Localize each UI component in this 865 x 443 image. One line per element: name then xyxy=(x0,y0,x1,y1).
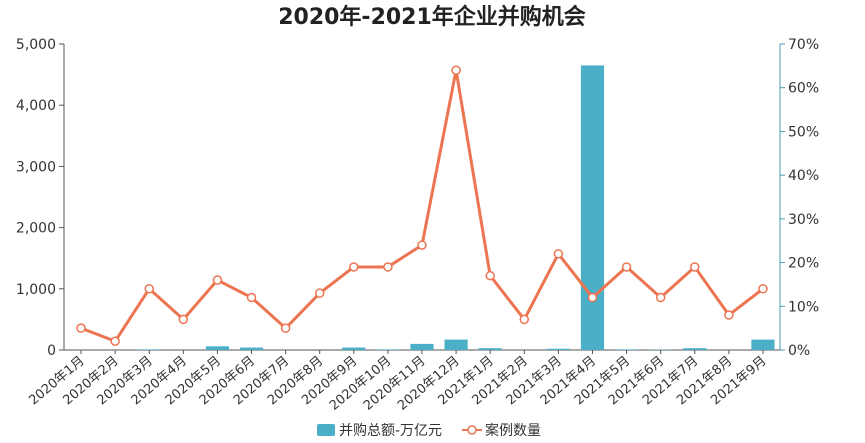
bar xyxy=(546,348,570,350)
axes: 0 1,000 2,000 3,000 4,000 5,000 0% 10% 20% 30% 40%… xyxy=(16,37,819,359)
y-left-tick-label: 0 xyxy=(47,343,56,359)
y-right-tick-label: 0% xyxy=(788,343,810,359)
bar xyxy=(410,343,434,350)
bar xyxy=(137,349,161,350)
line-series xyxy=(76,65,768,347)
line-point xyxy=(724,310,734,320)
bar xyxy=(205,346,230,350)
line-point xyxy=(485,270,495,281)
bar xyxy=(751,339,775,350)
bar xyxy=(614,349,639,350)
line-point xyxy=(417,240,427,250)
bar xyxy=(342,347,366,350)
bar xyxy=(239,347,264,350)
y-right-tick-label: 10% xyxy=(788,299,819,315)
legend-marker-line[interactable] xyxy=(467,425,477,435)
y-right-tick-label: 20% xyxy=(788,256,819,272)
legend-label-line[interactable]: 案例数量 xyxy=(485,422,541,439)
y-right-tick-label: 50% xyxy=(788,124,819,140)
y-right-tick-label: 70% xyxy=(788,37,819,53)
line-point xyxy=(76,323,86,333)
line-point xyxy=(383,262,393,272)
line-point xyxy=(690,262,700,272)
x-axis-ticks: 2020年1月2020年2月2020年3月2020年4月2020年5月2020年… xyxy=(26,350,770,414)
y-left-tick-label: 3,000 xyxy=(16,159,56,175)
legend-swatch-bar[interactable] xyxy=(317,424,335,436)
y-left-tick-label: 4,000 xyxy=(16,98,56,114)
line-point xyxy=(280,323,291,333)
bar xyxy=(683,348,707,350)
line-point xyxy=(349,262,359,272)
y-right-tick-label: 30% xyxy=(788,212,819,228)
line-point xyxy=(519,314,530,325)
line-point xyxy=(553,249,564,259)
line-point xyxy=(246,292,257,303)
bar xyxy=(580,65,605,351)
line-point xyxy=(178,314,189,325)
bar xyxy=(444,339,468,350)
y-left-tick-label: 1,000 xyxy=(16,282,56,298)
line-point xyxy=(110,336,120,347)
line-point xyxy=(144,284,154,294)
legend-label-bar[interactable]: 并购总额-万亿元 xyxy=(339,423,442,439)
line-point xyxy=(655,292,666,303)
bar xyxy=(478,348,502,350)
line-point xyxy=(212,275,223,285)
chart-title: 2020年-2021年企业并购机会 xyxy=(278,4,586,30)
bar xyxy=(376,349,400,350)
line-point xyxy=(451,65,461,75)
line-point xyxy=(587,292,598,303)
bar-series xyxy=(137,65,775,351)
y-right-tick-label: 40% xyxy=(788,168,819,184)
legend: 并购总额-万亿元 案例数量 xyxy=(317,422,541,439)
line-point xyxy=(621,262,632,272)
line-point xyxy=(314,288,325,298)
y-right-tick-label: 60% xyxy=(788,81,819,97)
y-left-tick-label: 5,000 xyxy=(16,37,56,53)
y-left-tick-label: 2,000 xyxy=(16,221,56,237)
line-point xyxy=(758,284,768,294)
